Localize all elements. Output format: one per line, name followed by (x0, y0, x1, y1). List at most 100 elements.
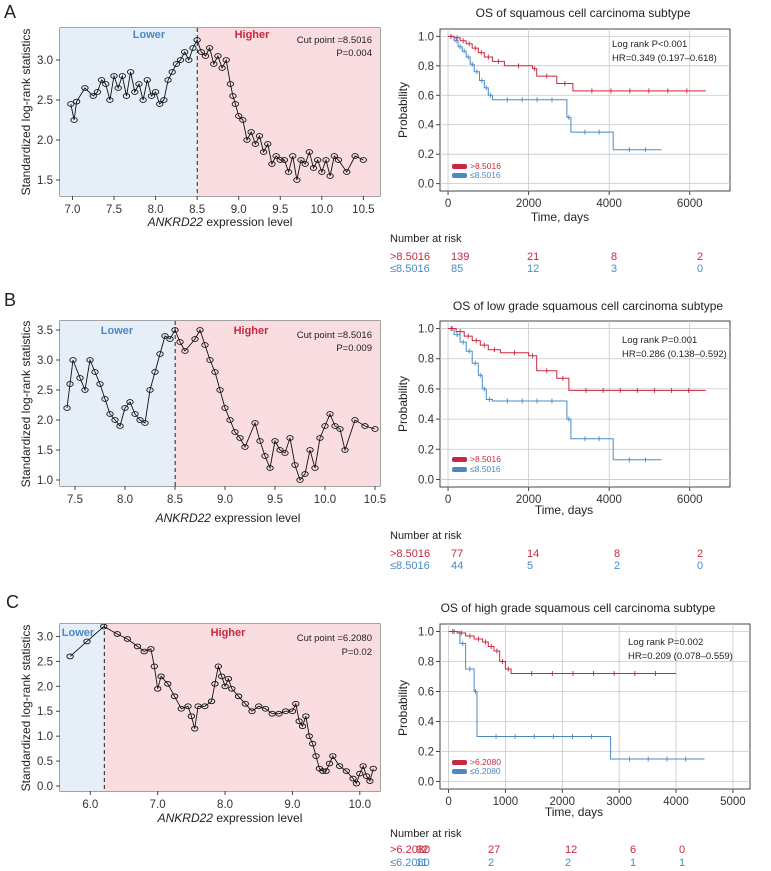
x-tick-label: 6000 (677, 494, 703, 506)
statistic-point (235, 113, 243, 119)
statistic-point (280, 157, 289, 163)
statistic-point (239, 117, 247, 123)
statistic-point (311, 465, 319, 471)
statistic-point (176, 339, 184, 345)
km-chart-a: OS of squamous cell carcinoma subtype 0 2… (396, 6, 731, 224)
statistic-point (96, 381, 104, 387)
x-tick-label: 8.0 (148, 204, 164, 216)
statistic-point (113, 631, 121, 637)
statistic-point (351, 153, 359, 159)
risk-header-c: Number at risk (390, 828, 462, 840)
statistic-point (135, 81, 143, 87)
x-tick-label: 8.5 (189, 204, 205, 216)
y-tick-label: 1.0 (37, 475, 53, 487)
statistic-point (231, 429, 239, 435)
risk-low-name-b: ≤8.5016 (390, 560, 430, 572)
statistic-point (264, 141, 272, 147)
statistic-point (164, 680, 172, 687)
y-tick-label: 0.4 (418, 717, 435, 729)
legend-low-swatch-a (452, 173, 467, 178)
statistic-point (222, 57, 230, 63)
statistic-point (123, 636, 132, 642)
panel-c: C 6.0 7.0 8.0 9.0 10.0 0.0 0.5 1.0 1.5 2.0 2.5 3.0 … (6, 592, 751, 869)
statistic-point (156, 101, 164, 107)
cutpoint-xlabel-a: ANKRD22 expression level (147, 215, 293, 229)
statistic-point (342, 768, 350, 774)
statistic-point (185, 57, 193, 63)
y-tick-label: 0.2 (418, 747, 434, 759)
higher-region (175, 321, 380, 486)
legend-high-label-b: >8.5016 (470, 454, 501, 464)
risk-value-high: 14 (527, 548, 539, 560)
statistic-point (268, 161, 276, 167)
x-tick-label: 9.0 (284, 799, 300, 811)
risk-value-low: 3 (611, 263, 617, 275)
statistic-point (289, 153, 297, 159)
cutpoint-data-a: 7.0 7.5 8.0 8.5 9.0 9.5 10.0 10.5 1.5 2.0 2.5 3.0 (37, 28, 380, 216)
statistic-point (308, 740, 317, 747)
higher-label-c: Higher (211, 627, 247, 639)
y-tick-label: 3.0 (37, 355, 53, 367)
risk-high-name-b: >8.5016 (390, 548, 430, 560)
statistic-point (343, 169, 351, 175)
y-tick-label: 1.5 (37, 706, 53, 718)
statistic-point (221, 683, 229, 690)
risk-value-low: 2 (565, 857, 571, 869)
statistic-point (251, 420, 259, 426)
statistic-point (301, 161, 309, 167)
statistic-point (181, 49, 189, 55)
statistic-point (234, 693, 243, 700)
statistic-point (143, 77, 151, 83)
statistic-point (211, 680, 219, 687)
statistic-point (224, 675, 233, 682)
statistic-point (231, 101, 240, 107)
statistic-point (276, 157, 284, 163)
x-tick-label: 10.0 (314, 494, 336, 506)
legend-high-swatch-a (452, 164, 467, 169)
km-ylabel-a: Probability (396, 82, 410, 138)
statistic-point (141, 420, 149, 426)
risk-low-name-a: ≤8.5016 (390, 263, 430, 275)
km-xlabel-b: Time, days (535, 503, 593, 517)
statistic-point (295, 718, 303, 725)
statistic-point (318, 169, 326, 175)
statistic-point (91, 369, 99, 375)
panel-a: A 7.0 7.5 8.0 8.5 9.0 9.5 10.0 10.5 1.5 2.0 2.5 3.0… (4, 2, 731, 275)
statistic-point (275, 710, 283, 717)
statistic-point (89, 93, 97, 99)
y-tick-label: 3.5 (37, 325, 53, 337)
x-tick-label: 7.0 (64, 204, 80, 216)
statistic-point (359, 763, 367, 769)
panel-a-label: A (4, 2, 16, 22)
statistic-point (359, 157, 368, 163)
statistic-point (131, 89, 139, 95)
x-tick-label: 6.0 (82, 799, 98, 811)
y-tick-label: 0.6 (418, 687, 434, 699)
cutpoint-data-b: 7.5 8.0 8.5 9.0 9.5 10.0 10.5 1.0 1.5 2.0 2.5 3.0 3.… (37, 321, 386, 506)
hr-text-a: HR=0.349 (0.197–0.618) (612, 53, 717, 64)
risk-value-low: 2 (488, 857, 494, 869)
statistic-point (70, 117, 78, 123)
higher-region (197, 28, 380, 196)
cutpoint-data-c: 6.0 7.0 8.0 9.0 10.0 0.0 0.5 1.0 1.5 2.0 2.5 3.0 (37, 623, 380, 811)
cutpoint-ylabel-b: Standardized log-rank statistics (19, 321, 33, 488)
statistic-point (321, 423, 329, 429)
statistic-point (157, 673, 165, 680)
statistic-point (371, 426, 379, 432)
y-tick-label: 0.0 (418, 474, 434, 486)
statistic-point (111, 417, 119, 423)
statistic-point (126, 399, 134, 405)
statistic-point (241, 444, 249, 450)
statistic-point (305, 733, 313, 740)
statistic-point (106, 411, 114, 417)
km-xlabel-a: Time, days (531, 210, 589, 224)
x-tick-label: 7.0 (150, 799, 166, 811)
statistic-point (196, 327, 204, 333)
km-data-c: 0 1000 2000 3000 4000 5000 0.0 0.2 0.4 0.6 0.8 1.0 (418, 624, 750, 808)
logrank-text-a: Log rank P<0.001 (612, 39, 687, 50)
x-tick-label: 7.5 (106, 204, 122, 216)
y-tick-label: 0.4 (418, 414, 435, 426)
km-data-a: 0 2000 4000 6000 0.0 0.2 0.4 0.6 0.8 1.0 (418, 29, 730, 210)
legend-low-label-a: ≤8.5016 (470, 170, 501, 180)
statistic-point (322, 157, 330, 163)
